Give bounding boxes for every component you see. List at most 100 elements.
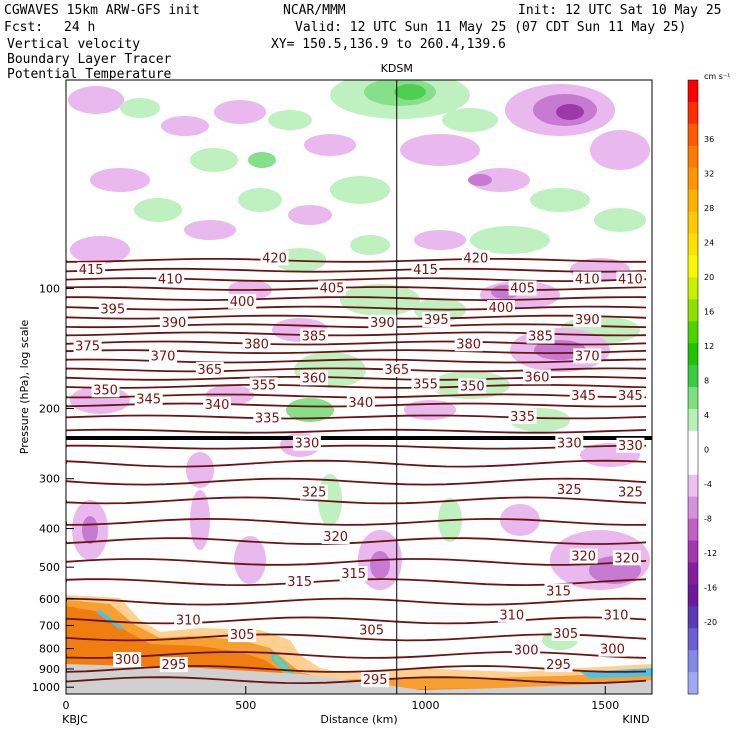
field-potential-temperature: Potential Temperature [7,67,172,82]
theta-contour-line [66,296,647,302]
theta-label: 320 [571,549,596,564]
theta-contour-line [66,651,647,659]
wave-cell [394,84,426,100]
wave-cell [340,284,420,316]
theta-contour-line [66,305,647,311]
theta-label-bg [382,361,411,377]
theta-label-bg [174,612,203,628]
theta-label-bg [292,435,321,451]
theta-label: 410 [618,273,643,288]
theta-label-bg [512,642,541,658]
theta-label-bg [454,336,483,352]
theta-contour-line [66,267,647,273]
wave-cell [161,116,209,136]
theta-contour-line [66,349,647,355]
theta-label: 330 [294,437,319,452]
theta-label-bg [339,565,368,581]
theta-label: 320 [323,530,348,545]
theta-label-bg [544,583,573,599]
colorbar-swatch [688,474,698,498]
theta-label-bg [156,271,185,287]
theta-label: 350 [460,379,485,394]
end-station-label: KIND [622,713,649,726]
colorbar-swatch [688,343,698,366]
theta-label: 345 [136,393,161,408]
theta-label: 390 [370,316,395,331]
colorbar-swatch [688,606,698,629]
y-tick-label: 1000 [32,681,60,694]
theta-label: 300 [115,653,140,668]
theta-contour-line [66,597,647,606]
theta-label: 315 [287,575,312,590]
theta-contour-line [66,517,647,526]
theta-contour-line [66,358,647,364]
theta-label: 400 [489,301,514,316]
start-station-label: KBJC [62,713,88,726]
theta-label: 315 [341,567,366,582]
theta-label-bg [346,395,375,411]
theta-contour-line [66,314,647,320]
wave-cell [268,110,312,130]
theta-label: 295 [363,673,388,688]
theta-label-bg [228,627,257,643]
theta-label-bg [526,328,555,344]
theta-label-bg [612,550,641,566]
y-tick-label: 800 [39,643,60,656]
colorbar-swatch [688,189,698,213]
wave-cell [442,108,498,132]
theta-label-bg [616,387,645,403]
theta-label-bg [91,382,120,398]
colorbar-tick-label: 0 [704,446,709,455]
theta-label-bg [134,391,163,407]
y-tick-label: 200 [39,403,60,416]
plot-frame [65,79,653,695]
theta-label-bg [411,376,440,392]
theta-label-bg [318,280,347,296]
theta-label: 365 [197,363,222,378]
theta-label: 340 [205,398,230,413]
theta-label-bg [159,314,188,330]
theta-label-bg [616,484,645,500]
theta-label-bg [159,657,188,673]
y-tick-label: 500 [39,561,60,574]
x-tick-label: 1500 [591,699,619,712]
theta-label-bg [573,348,602,364]
theta-label-bg [555,435,584,451]
y-tick-label: 900 [39,663,60,676]
colorbar-swatch [688,430,698,454]
wave-cell [190,490,210,550]
colorbar-swatch [688,145,698,169]
init-time: Init: 12 UTC Sat 10 May 25 [518,3,722,18]
theta-label: 370 [151,349,176,364]
theta-label-bg [616,437,645,453]
colorbar-frame [687,79,699,695]
theta-contour-line [66,414,647,420]
theta-label: 330 [618,439,643,454]
theta-label-bg [461,250,490,266]
theta-label: 300 [600,643,625,658]
colorbar-swatch [688,101,698,125]
theta-label: 305 [230,628,255,643]
field-vertical-velocity: Vertical velocity [7,37,140,52]
theta-label: 325 [302,486,327,501]
colorbar-swatch [688,365,698,388]
colorbar-tick-label: 24 [704,239,714,248]
theta-label-bg [422,312,451,328]
theta-contour-line [66,558,647,566]
wave-cell [134,198,182,222]
colorbar-swatch [688,299,698,322]
theta-label-bg [321,528,350,544]
colorbar-swatch [688,321,698,344]
wave-cell [530,188,590,212]
theta-label-bg [300,370,329,386]
wave-cell [186,452,214,488]
theta-label-bg [253,410,282,426]
colorbar-swatch [688,584,698,607]
wave-cell [470,226,550,254]
valid-time: Valid: 12 UTC Sun 11 May 25 (07 CDT Sun … [295,20,686,35]
theta-label: 360 [302,371,327,386]
theta-label-bg [569,387,598,403]
theta-contour-line [66,477,647,486]
tropopause-line [66,436,652,440]
theta-label: 295 [546,658,571,673]
